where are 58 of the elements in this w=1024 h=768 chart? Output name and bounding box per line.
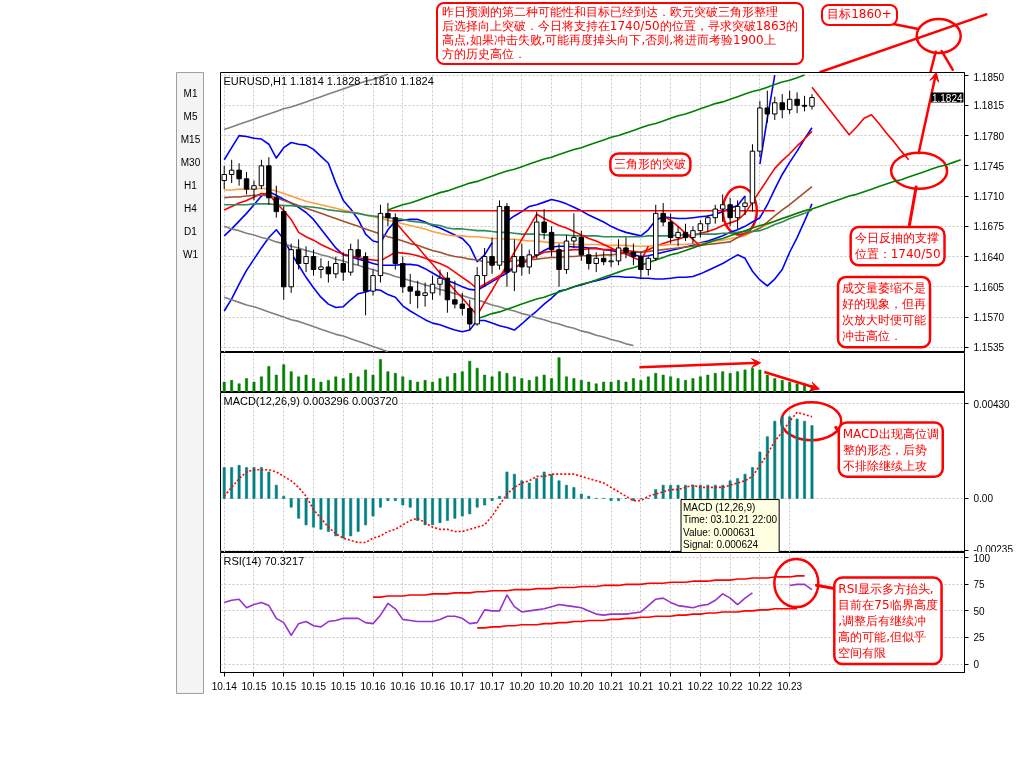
- text: M1: [183, 88, 198, 99]
- x-tick-label: 10.21: [628, 680, 654, 692]
- y-tick-label: 25: [973, 632, 986, 644]
- y-tick-label: 0: [973, 659, 980, 670]
- text: M5: [183, 111, 198, 122]
- y-tick-label: 1.1745: [973, 160, 1005, 172]
- text: D1: [184, 226, 198, 237]
- y-tick-label: 1.1780: [973, 130, 1005, 142]
- text: 目标1860+: [821, 4, 898, 27]
- text: H1: [184, 180, 198, 191]
- x-tick-label: 10.16: [420, 680, 446, 692]
- x-tick-label: 10.21: [658, 680, 684, 692]
- x-tick-label: 10.22: [687, 680, 714, 692]
- annotation: 1.1824: [931, 92, 963, 104]
- x-tick-label: 10.14: [211, 680, 238, 692]
- x-tick-label: 10.15: [300, 680, 327, 692]
- y-tick-label: 1.1815: [973, 100, 1005, 112]
- x-tick-label: 10.16: [360, 680, 386, 692]
- y-tick-label: 0.00: [973, 493, 994, 505]
- chart-title: MACD(12,26,9) 0.003296 0.003720: [223, 394, 398, 407]
- annotation: 三角形的突破: [614, 157, 687, 172]
- x-tick-label: 10.15: [330, 680, 357, 692]
- x-tick-label: 10.17: [479, 680, 506, 692]
- text: W1: [183, 249, 199, 260]
- x-tick-label: 10.22: [747, 680, 773, 692]
- y-tick-label: 1.1535: [973, 342, 1005, 354]
- x-tick-label: 10.22: [717, 680, 744, 692]
- y-tick-label: 1.1605: [973, 281, 1005, 293]
- annotation: 今日反抽的支撑位置：1740/50: [854, 231, 941, 262]
- text: M15: [180, 134, 201, 145]
- x-tick-label: 10.20: [509, 680, 535, 692]
- y-tick-label: -0.00235: [973, 543, 1014, 555]
- chart-title: EURUSD,H1 1.1814 1.1828 1.1810 1.1824: [223, 74, 434, 87]
- annotation: MACD出现高位调整的形态，后势不排除继续上攻: [842, 426, 939, 473]
- x-tick-label: 10.21: [598, 680, 625, 692]
- annotation: RSI显示多方抬头,目前在75临界高度,调整后有继续冲高的可能,但似乎空间有限: [838, 581, 938, 660]
- x-tick-label: 10.16: [390, 680, 416, 692]
- y-tick-label: 50: [973, 605, 986, 617]
- x-tick-label: 10.15: [271, 680, 297, 692]
- y-tick-label: 1.1675: [973, 221, 1005, 233]
- text: M30: [180, 157, 201, 168]
- y-tick-label: 1.1640: [973, 251, 1005, 263]
- annotation: 成交量萎缩不是好的现象，但再次放大时便可能冲击高位．: [842, 280, 927, 344]
- x-tick-label: 10.23: [777, 680, 803, 692]
- y-tick-label: 0.00430: [973, 398, 1011, 410]
- text: 昨日预测的第二种可能性和目标已经到达．欧元突破三角形整理后选择向上突破．今日将支持在1740/50的位置，寻求突破1863的高点,如果冲击失败,可能再度掉头向下,否则,将进而考验1900上方的历史高位．: [435, 2, 805, 66]
- x-tick-label: 10.20: [568, 680, 595, 692]
- annotation: MACD (12,26,9) Time: 03.10.21 22:00 Value: 0.000631 Signal: 0.000624: [683, 501, 778, 551]
- y-tick-label: 1.1850: [973, 71, 1005, 83]
- y-tick-label: 1.1710: [973, 191, 1005, 203]
- y-tick-label: 100: [973, 552, 991, 564]
- y-tick-label: 75: [973, 579, 986, 591]
- chart-title: RSI(14) 70.3217: [223, 554, 305, 567]
- x-tick-label: 10.15: [241, 680, 267, 692]
- y-tick-label: 1.1570: [973, 312, 1005, 324]
- text: H4: [184, 203, 198, 214]
- x-tick-label: 10.17: [449, 680, 476, 692]
- x-tick-label: 10.20: [539, 680, 565, 692]
